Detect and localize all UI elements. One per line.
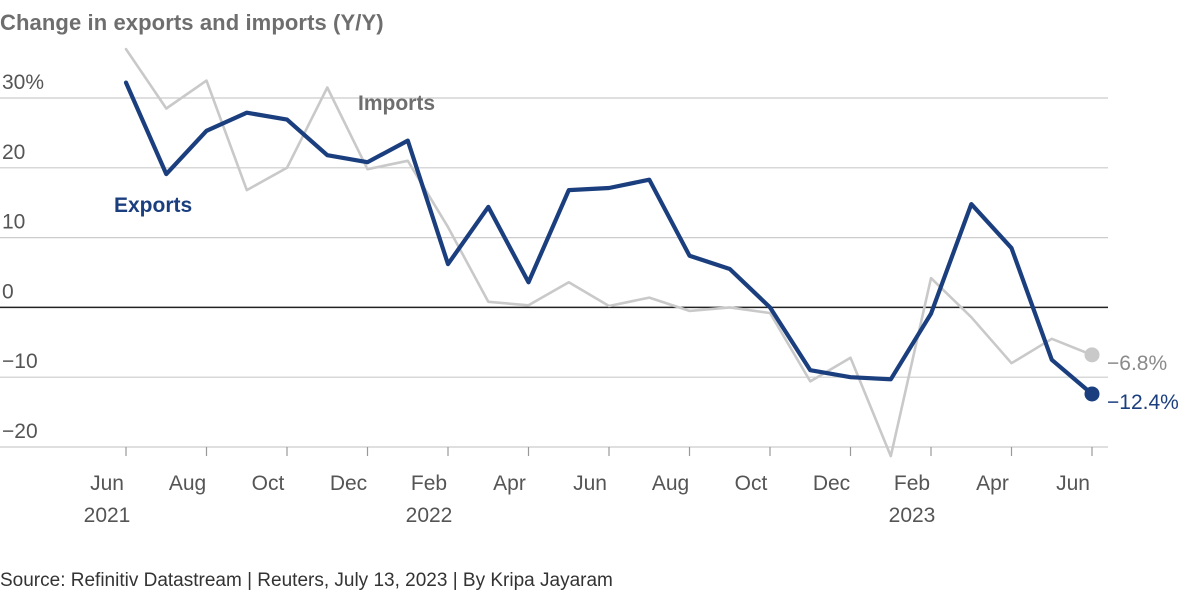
series-line-exports bbox=[123, 80, 1095, 397]
x-tick-label: Feb bbox=[894, 472, 930, 495]
x-tick-year-label: 2023 bbox=[889, 504, 936, 527]
line-chart: 30% 20 10 0 −10 −20 Jun 2021 Aug Oct Dec Feb 2022 Ap… bbox=[0, 47, 1179, 527]
y-tick-label: 30% bbox=[2, 71, 44, 94]
y-tick-label: 20 bbox=[2, 141, 25, 164]
y-tick-label: 0 bbox=[2, 280, 14, 303]
chart-title: Change in exports and imports (Y/Y) bbox=[0, 10, 384, 35]
series-label-exports: Exports bbox=[114, 194, 192, 217]
x-tick-label: Aug bbox=[652, 472, 689, 495]
chart-source-note: Source: Refinitiv Datastream | Reuters, … bbox=[0, 570, 613, 591]
end-marker-exports bbox=[1084, 386, 1100, 402]
gridlines bbox=[0, 97, 1108, 448]
end-markers: −6.8% −12.4% bbox=[1084, 347, 1179, 414]
y-tick-label: 10 bbox=[2, 211, 25, 234]
series-line-imports bbox=[124, 47, 1094, 458]
x-tick-label: Apr bbox=[493, 472, 526, 495]
x-tick-label: Apr bbox=[976, 472, 1009, 495]
end-marker-imports bbox=[1084, 347, 1100, 363]
x-axis-tick-labels: Jun 2021 Aug Oct Dec Feb 2022 Apr Jun Aug Oct Dec Fe… bbox=[84, 447, 1093, 527]
x-tick-label: Jun bbox=[1056, 472, 1090, 495]
end-label-imports: −6.8% bbox=[1107, 352, 1167, 375]
y-tick-label: −10 bbox=[2, 350, 38, 373]
series-label-imports: Imports bbox=[358, 92, 435, 115]
y-tick-label: −20 bbox=[2, 420, 38, 443]
x-tick-label: Oct bbox=[735, 472, 768, 495]
x-tick-year-label: 2021 bbox=[84, 504, 131, 527]
series-lines bbox=[123, 47, 1095, 458]
x-tick-label: Dec bbox=[330, 472, 367, 495]
x-tick-label: Oct bbox=[252, 472, 285, 495]
x-tick-label: Feb bbox=[411, 472, 447, 495]
x-tick-label: Dec bbox=[813, 472, 850, 495]
end-label-exports: −12.4% bbox=[1107, 391, 1179, 414]
y-axis-tick-labels: 30% 20 10 0 −10 −20 bbox=[2, 71, 44, 443]
x-tick-label: Aug bbox=[169, 472, 206, 495]
x-tick-year-label: 2022 bbox=[406, 504, 453, 527]
x-tick-label: Jun bbox=[573, 472, 607, 495]
x-tick-label: Jun bbox=[90, 472, 124, 495]
